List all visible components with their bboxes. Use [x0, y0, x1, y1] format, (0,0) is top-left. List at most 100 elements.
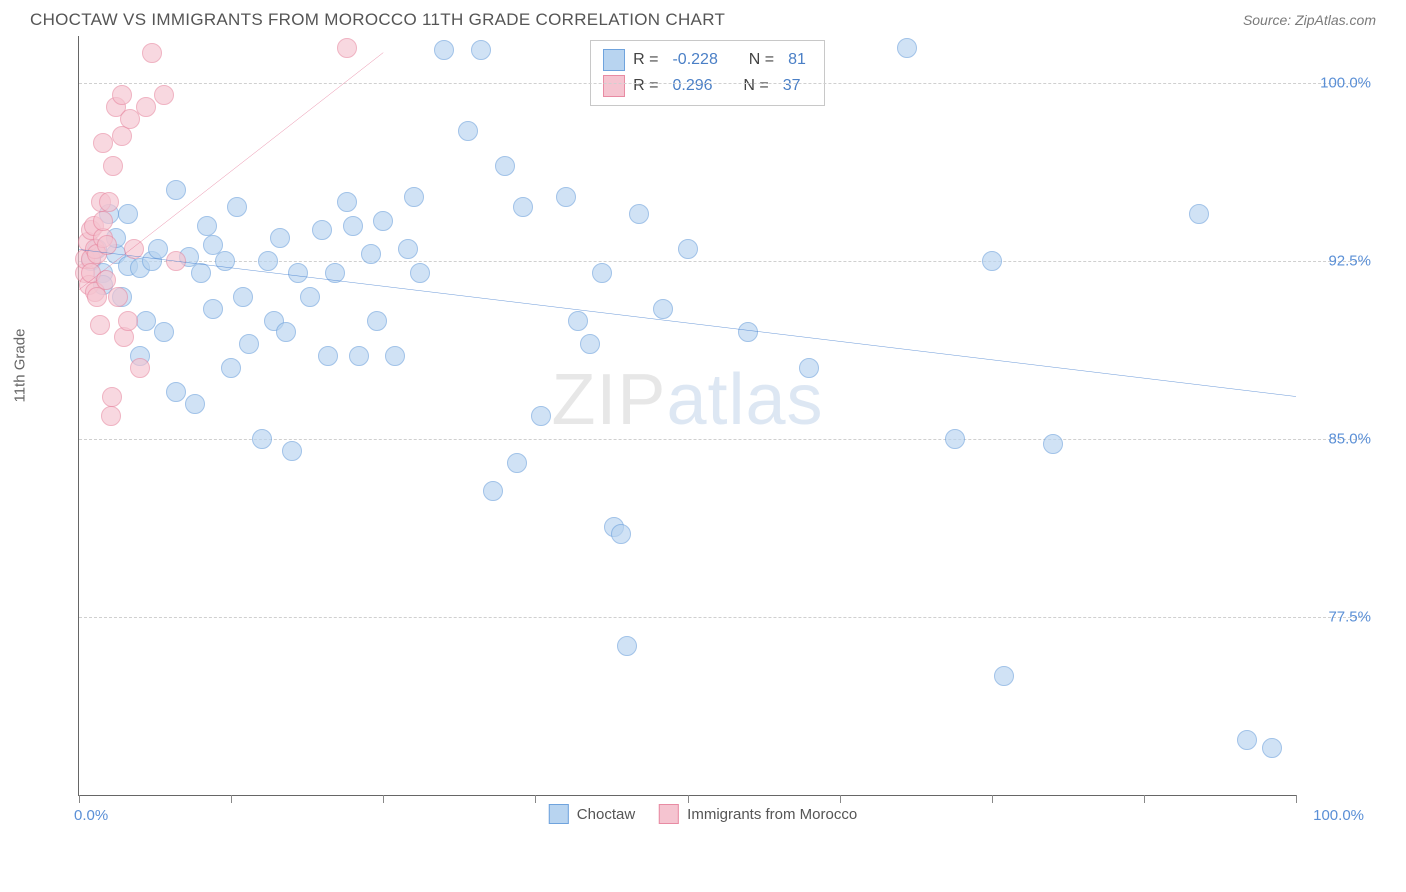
y-tick-label: 77.5% — [1328, 609, 1371, 626]
data-point — [221, 358, 241, 378]
data-point — [945, 429, 965, 449]
data-point — [738, 322, 758, 342]
data-point — [166, 382, 186, 402]
data-point — [154, 322, 174, 342]
data-point — [233, 287, 253, 307]
legend-item: Choctaw — [549, 804, 635, 824]
watermark: ZIPatlas — [551, 359, 823, 441]
data-point — [398, 239, 418, 259]
data-point — [318, 346, 338, 366]
x-tick — [688, 795, 689, 803]
y-tick-label: 92.5% — [1328, 253, 1371, 270]
data-point — [300, 287, 320, 307]
data-point — [102, 387, 122, 407]
n-label: N = — [749, 51, 774, 69]
x-tick — [840, 795, 841, 803]
x-tick — [1144, 795, 1145, 803]
data-point — [531, 406, 551, 426]
data-point — [276, 322, 296, 342]
data-point — [678, 239, 698, 259]
data-point — [361, 244, 381, 264]
data-point — [653, 299, 673, 319]
data-point — [483, 481, 503, 501]
data-point — [130, 358, 150, 378]
bottom-legend: Choctaw Immigrants from Morocco — [549, 804, 857, 824]
data-point — [373, 211, 393, 231]
stats-row: R =0.296 N =37 — [603, 73, 812, 99]
data-point — [568, 311, 588, 331]
data-point — [410, 263, 430, 283]
y-tick-label: 85.0% — [1328, 431, 1371, 448]
data-point — [154, 85, 174, 105]
data-point — [215, 251, 235, 271]
data-point — [629, 204, 649, 224]
data-point — [252, 429, 272, 449]
stats-row: R = -0.228 N = 81 — [603, 47, 812, 73]
data-point — [367, 311, 387, 331]
chart-title: CHOCTAW VS IMMIGRANTS FROM MOROCCO 11TH … — [30, 10, 725, 30]
data-point — [103, 156, 123, 176]
n-label: N = — [743, 77, 768, 95]
legend-label: Immigrants from Morocco — [687, 806, 857, 823]
data-point — [385, 346, 405, 366]
data-point — [136, 311, 156, 331]
watermark-zip: ZIP — [551, 360, 666, 440]
data-point — [99, 192, 119, 212]
data-point — [349, 346, 369, 366]
data-point — [434, 40, 454, 60]
data-point — [185, 394, 205, 414]
data-point — [343, 216, 363, 236]
data-point — [101, 406, 121, 426]
data-point — [227, 197, 247, 217]
data-point — [142, 43, 162, 63]
data-point — [97, 235, 117, 255]
legend-swatch — [659, 804, 679, 824]
gridline — [79, 83, 1366, 84]
data-point — [507, 453, 527, 473]
data-point — [404, 187, 424, 207]
data-point — [556, 187, 576, 207]
data-point — [471, 40, 491, 60]
data-point — [203, 299, 223, 319]
data-point — [124, 239, 144, 259]
x-tick — [535, 795, 536, 803]
data-point — [191, 263, 211, 283]
stats-legend: R =-0.228 N =81R =0.296 N =37 — [590, 40, 825, 106]
x-tick — [992, 795, 993, 803]
x-axis-min-label: 0.0% — [74, 807, 108, 824]
n-value: 81 — [788, 51, 806, 69]
data-point — [982, 251, 1002, 271]
data-point — [1043, 434, 1063, 454]
r-value: -0.228 — [672, 51, 717, 69]
gridline — [79, 617, 1366, 618]
data-point — [258, 251, 278, 271]
gridline — [79, 439, 1366, 440]
data-point — [148, 239, 168, 259]
data-point — [799, 358, 819, 378]
x-tick — [383, 795, 384, 803]
data-point — [197, 216, 217, 236]
data-point — [118, 204, 138, 224]
data-point — [1237, 730, 1257, 750]
data-point — [513, 197, 533, 217]
data-point — [282, 441, 302, 461]
plot-area: ZIPatlas R =-0.228 N =81R =0.296 N =37 7… — [78, 36, 1296, 796]
data-point — [337, 192, 357, 212]
x-tick — [1296, 795, 1297, 803]
data-point — [166, 251, 186, 271]
legend-item: Immigrants from Morocco — [659, 804, 857, 824]
legend-swatch — [603, 49, 625, 71]
data-point — [994, 666, 1014, 686]
data-point — [592, 263, 612, 283]
y-tick-label: 100.0% — [1320, 75, 1371, 92]
data-point — [617, 636, 637, 656]
n-value: 37 — [783, 77, 801, 95]
data-point — [166, 180, 186, 200]
data-point — [1189, 204, 1209, 224]
x-tick — [79, 795, 80, 803]
data-point — [312, 220, 332, 240]
r-label: R = — [633, 51, 658, 69]
data-point — [337, 38, 357, 58]
trend-line — [79, 249, 1296, 396]
x-tick — [231, 795, 232, 803]
